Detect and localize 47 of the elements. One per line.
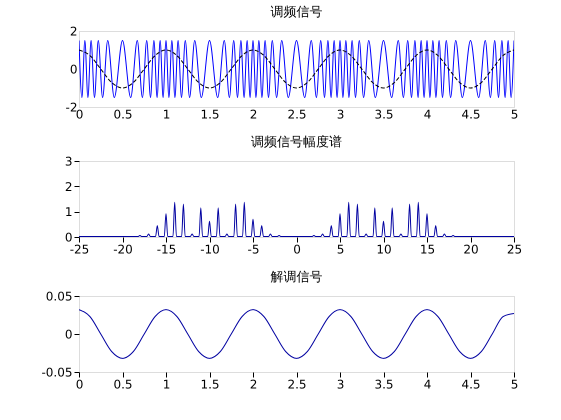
x-tick-label: 0.5 bbox=[113, 108, 133, 122]
y-tick-label: 0 bbox=[64, 328, 72, 342]
x-tick-label: -25 bbox=[70, 242, 90, 256]
x-tick-label: 2.5 bbox=[287, 108, 307, 122]
x-tick-label: 1 bbox=[162, 108, 170, 122]
x-tick-label: 20 bbox=[463, 242, 479, 256]
x-tick-label: 4.5 bbox=[461, 378, 481, 392]
x-tick-label: -20 bbox=[113, 242, 133, 256]
x-tick-label: -15 bbox=[156, 242, 176, 256]
y-tick-label: 1 bbox=[64, 205, 72, 220]
x-tick-label: 1.5 bbox=[200, 378, 220, 392]
y-tick-label: 2 bbox=[64, 180, 72, 194]
y-tick-label: 0.05 bbox=[46, 290, 72, 304]
line-series bbox=[79, 309, 514, 359]
x-tick-label: 3 bbox=[336, 378, 344, 392]
x-tick-label: 5 bbox=[510, 378, 518, 392]
x-tick-label: 2 bbox=[250, 378, 258, 392]
x-tick-label: 25 bbox=[506, 242, 522, 256]
y-tick-label: 0 bbox=[64, 230, 72, 244]
chart-title: 调频信号幅度谱 bbox=[251, 134, 342, 150]
x-tick-label: 5 bbox=[336, 242, 344, 256]
chart-title: 解调信号 bbox=[270, 270, 322, 285]
y-tick-label: 0 bbox=[70, 62, 78, 76]
x-tick-label: 4 bbox=[424, 108, 432, 122]
x-tick-label: 4 bbox=[424, 378, 432, 392]
x-tick-label: 3.5 bbox=[374, 108, 394, 122]
x-tick-label: 2 bbox=[250, 108, 258, 122]
line-series bbox=[79, 50, 514, 88]
x-tick-label: 4.5 bbox=[461, 108, 481, 122]
y-tick-label: 2 bbox=[70, 24, 78, 38]
chart-title: 调频信号 bbox=[270, 5, 322, 20]
y-tick-label: 3 bbox=[64, 154, 72, 168]
x-tick-label: 3 bbox=[336, 108, 344, 122]
x-tick-label: 10 bbox=[376, 242, 392, 256]
y-tick-label: -2 bbox=[66, 100, 78, 114]
x-tick-label: 5 bbox=[510, 108, 518, 122]
x-tick-label: 0.5 bbox=[113, 378, 133, 392]
x-tick-label: -5 bbox=[248, 242, 260, 256]
line-series bbox=[79, 202, 514, 237]
y-tick-label: -0.05 bbox=[41, 366, 72, 380]
x-tick-label: 3.5 bbox=[374, 378, 394, 392]
x-tick-label: 2.5 bbox=[287, 378, 307, 392]
x-tick-label: 0 bbox=[293, 242, 301, 256]
x-tick-label: 15 bbox=[420, 242, 436, 256]
x-tick-label: -10 bbox=[200, 242, 220, 256]
x-tick-label: 1 bbox=[162, 378, 170, 392]
x-tick-label: 1.5 bbox=[200, 108, 220, 122]
